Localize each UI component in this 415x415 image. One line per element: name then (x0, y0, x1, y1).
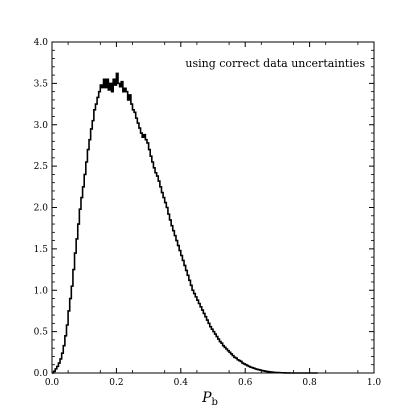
y-tick-label: 1.0 (34, 286, 49, 296)
y-tick-label: 3.5 (34, 79, 49, 89)
x-tick-label: 0.0 (45, 378, 60, 388)
y-tick-label: 2.0 (34, 204, 49, 214)
y-tick-label: 1.5 (34, 245, 49, 255)
x-axis: 0.0 0.2 0.4 0.6 0.8 1.0 (45, 42, 382, 388)
x-tick-label: 0.8 (302, 378, 317, 388)
x-tick-label: 0.6 (238, 378, 253, 388)
x-axis-label-subscript: b (212, 397, 218, 408)
y-tick-label: 0.5 (34, 328, 49, 338)
y-tick-label: 4.0 (34, 38, 49, 48)
y-tick-label: 2.5 (34, 162, 49, 172)
x-tick-label: 0.2 (109, 378, 123, 388)
x-tick-label: 1.0 (367, 378, 382, 388)
x-tick-label: 0.4 (174, 378, 189, 388)
y-axis: 0.0 0.5 1.0 1.5 2.0 2.5 3.0 3.5 4.0 (34, 38, 374, 379)
x-axis-label-main: P (201, 390, 212, 406)
y-tick-label: 0.0 (34, 369, 49, 379)
histogram-series-line (52, 72, 318, 374)
x-axis-label: Pb (201, 390, 218, 408)
annotation-text: using correct data uncertainties (185, 57, 365, 70)
y-tick-label: 3.0 (34, 121, 49, 131)
